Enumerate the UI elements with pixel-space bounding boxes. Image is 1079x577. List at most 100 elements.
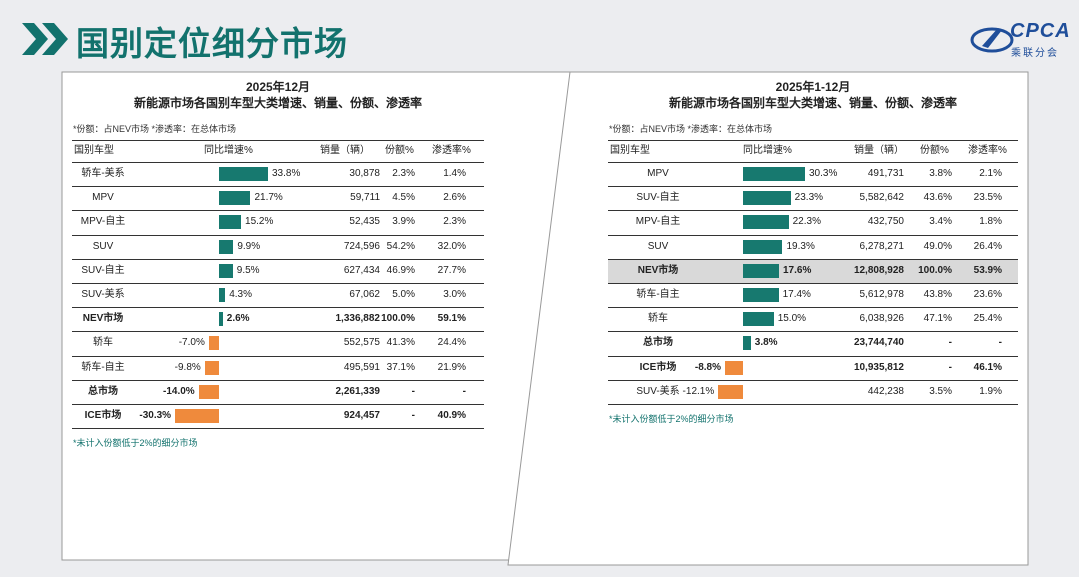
row-rule — [72, 186, 484, 188]
col-header-pen: 渗透率% — [432, 145, 471, 156]
growth-bar — [219, 191, 251, 206]
row-rule — [608, 186, 1018, 188]
pen-value: 53.9% — [973, 264, 1002, 276]
pen-value: 2.1% — [979, 168, 1002, 179]
row-rule — [608, 210, 1018, 212]
pen-value: 26.4% — [973, 240, 1002, 252]
growth-bar — [743, 288, 779, 302]
row-name: SUV — [92, 240, 114, 252]
logo-swoosh-icon — [970, 27, 1014, 53]
col-header-growth: 同比增速% — [743, 145, 792, 156]
share-value: 54.2% — [386, 240, 415, 252]
table-footnote: *未计入份额低于2%的细分市场 — [73, 438, 198, 449]
row-rule — [608, 283, 1018, 284]
growth-bar — [718, 384, 743, 399]
row-name: SUV-自主 — [81, 264, 125, 276]
row-name: SUV-自主 — [636, 192, 680, 204]
row-rule — [72, 404, 484, 405]
pen-value: 32.0% — [437, 240, 466, 252]
highlight-row — [608, 259, 1018, 283]
growth-label: -30.3% — [139, 410, 172, 421]
row-name: 总市场 — [643, 337, 673, 349]
pen-value: 46.1% — [973, 361, 1002, 373]
sales-value: 59,711 — [350, 192, 380, 204]
growth-bar — [743, 191, 791, 206]
col-header-sales: 销量（辆） — [854, 145, 904, 156]
sales-value: 552,575 — [343, 337, 380, 349]
pen-value: - — [462, 385, 466, 397]
share-value: - — [948, 361, 952, 373]
growth-label: 15.2% — [245, 216, 274, 228]
row-name: SUV-美系 — [81, 289, 125, 300]
growth-bar — [743, 215, 789, 230]
row-name: NEV市场 — [637, 264, 679, 276]
table-top-rule — [72, 140, 484, 141]
growth-bar — [219, 215, 242, 230]
row-rule — [72, 428, 484, 430]
row-name: 轿车-自主 — [81, 361, 125, 373]
row-rule — [72, 210, 484, 212]
growth-label: -12.1% — [682, 385, 715, 397]
share-value: 46.9% — [386, 264, 415, 276]
growth-bar — [743, 312, 774, 327]
sales-value: 30,878 — [349, 168, 380, 179]
sales-value: 442,238 — [867, 385, 904, 397]
growth-bar — [219, 263, 233, 278]
row-rule — [608, 404, 1018, 405]
growth-label: 9.9% — [237, 240, 261, 252]
table-title-line2: 新能源市场各国别车型大类增速、销量、份额、渗透率 — [133, 96, 422, 110]
growth-bar — [724, 360, 743, 375]
col-header-share: 份额% — [385, 145, 414, 156]
pen-value: 21.9% — [437, 361, 466, 373]
growth-label: -8.8% — [694, 361, 721, 373]
row-rule — [608, 331, 1018, 333]
logo-text: CPCA — [1010, 20, 1071, 42]
row-rule — [72, 234, 484, 236]
pen-value: 2.3% — [443, 216, 466, 228]
row-name: SUV — [647, 240, 669, 252]
sales-value: 12,808,928 — [853, 264, 904, 276]
sales-value: 627,434 — [343, 264, 380, 276]
row-rule — [72, 331, 484, 333]
sales-value: 5,582,642 — [859, 192, 905, 204]
table-top-rule — [608, 140, 1018, 141]
growth-bar — [219, 239, 234, 254]
share-value: 5.0% — [392, 289, 415, 300]
row-name: MPV-自主 — [635, 216, 681, 228]
sales-value: 23,744,740 — [853, 337, 904, 349]
sales-value: 924,457 — [343, 410, 380, 421]
row-rule — [608, 258, 1018, 260]
sales-value: 2,261,339 — [335, 385, 381, 397]
row-rule — [72, 307, 484, 309]
growth-bar — [219, 288, 226, 302]
growth-bar — [208, 336, 219, 351]
col-header-pen: 渗透率% — [968, 145, 1007, 156]
growth-bar — [743, 263, 779, 278]
row-name: 轿车-自主 — [636, 289, 680, 300]
pen-value: 23.5% — [973, 192, 1002, 204]
growth-bar — [219, 312, 223, 327]
sales-value: 52,435 — [349, 216, 380, 228]
sales-value: 10,935,812 — [853, 361, 904, 373]
share-value: 43.6% — [923, 192, 952, 204]
growth-bar — [198, 384, 219, 399]
table-footnote: *未计入份额低于2%的细分市场 — [609, 414, 734, 424]
table-title-line2: 新能源市场各国别车型大类增速、销量、份额、渗透率 — [668, 96, 957, 110]
row-name: ICE市场 — [84, 410, 122, 421]
growth-label: 30.3% — [809, 168, 838, 179]
row-name: MPV — [647, 168, 669, 179]
logo-subtext: 乘联分会 — [1011, 48, 1059, 59]
row-name: 轿车 — [93, 337, 113, 349]
share-value: - — [411, 410, 415, 421]
growth-label: -14.0% — [163, 385, 195, 397]
row-rule — [608, 234, 1018, 236]
sales-value: 5,612,978 — [859, 289, 905, 300]
table-header-rule — [72, 162, 484, 163]
row-rule — [72, 355, 484, 357]
pen-value: 25.4% — [973, 313, 1002, 325]
sales-value: 432,750 — [867, 216, 904, 228]
pen-value: - — [998, 337, 1002, 349]
share-value: - — [948, 337, 952, 349]
share-value: 3.5% — [929, 385, 952, 397]
